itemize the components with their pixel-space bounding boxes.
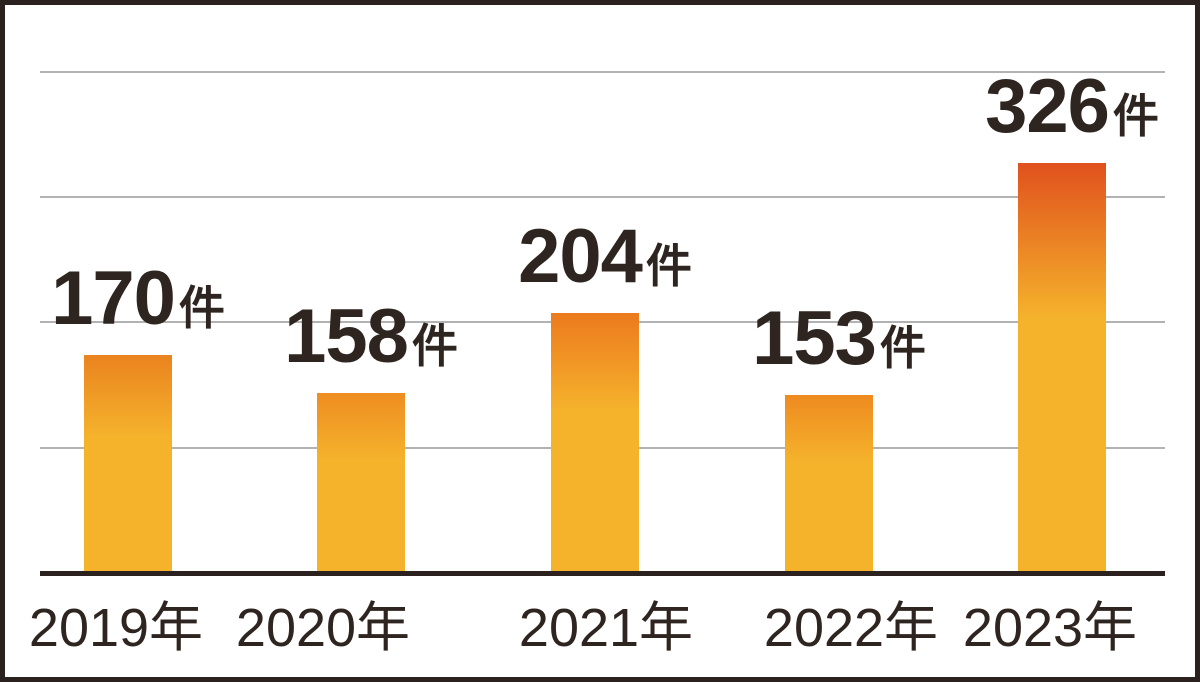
- value-number: 153: [752, 296, 877, 381]
- value-number: 158: [284, 294, 409, 379]
- value-number: 326: [985, 64, 1110, 149]
- value-number: 170: [51, 256, 176, 341]
- bar-2021: [551, 313, 639, 573]
- x-tick-label-2022: 2022年: [763, 598, 939, 658]
- x-tick-label-2019: 2019年: [28, 598, 204, 658]
- plot-area: 170 件 158 件 204 件 153 件 326 件 2019年 2020年 2021年 2022年…: [5, 5, 1195, 677]
- value-unit: 件: [645, 240, 692, 292]
- value-label-2023: 326 件: [985, 69, 1159, 145]
- value-label-2021: 204 件: [518, 219, 692, 295]
- value-label-2022: 153 件: [752, 301, 926, 377]
- bar-2020: [317, 393, 405, 573]
- x-axis-line: [40, 571, 1165, 576]
- value-unit: 件: [411, 320, 458, 372]
- value-label-2019: 170 件: [51, 261, 225, 337]
- value-label-2020: 158 件: [284, 299, 458, 375]
- value-unit: 件: [879, 322, 926, 374]
- x-tick-label-2023: 2023年: [962, 598, 1138, 658]
- value-unit: 件: [178, 282, 225, 334]
- x-tick-label-2021: 2021年: [518, 598, 694, 658]
- bar-2019: [84, 355, 172, 573]
- bar-2022: [785, 395, 873, 573]
- value-number: 204: [518, 214, 643, 299]
- gridline-100: [40, 71, 1165, 73]
- gridline-200: [40, 196, 1165, 198]
- bar-2023: [1018, 163, 1106, 573]
- x-tick-label-2020: 2020年: [235, 598, 411, 658]
- value-unit: 件: [1112, 90, 1159, 142]
